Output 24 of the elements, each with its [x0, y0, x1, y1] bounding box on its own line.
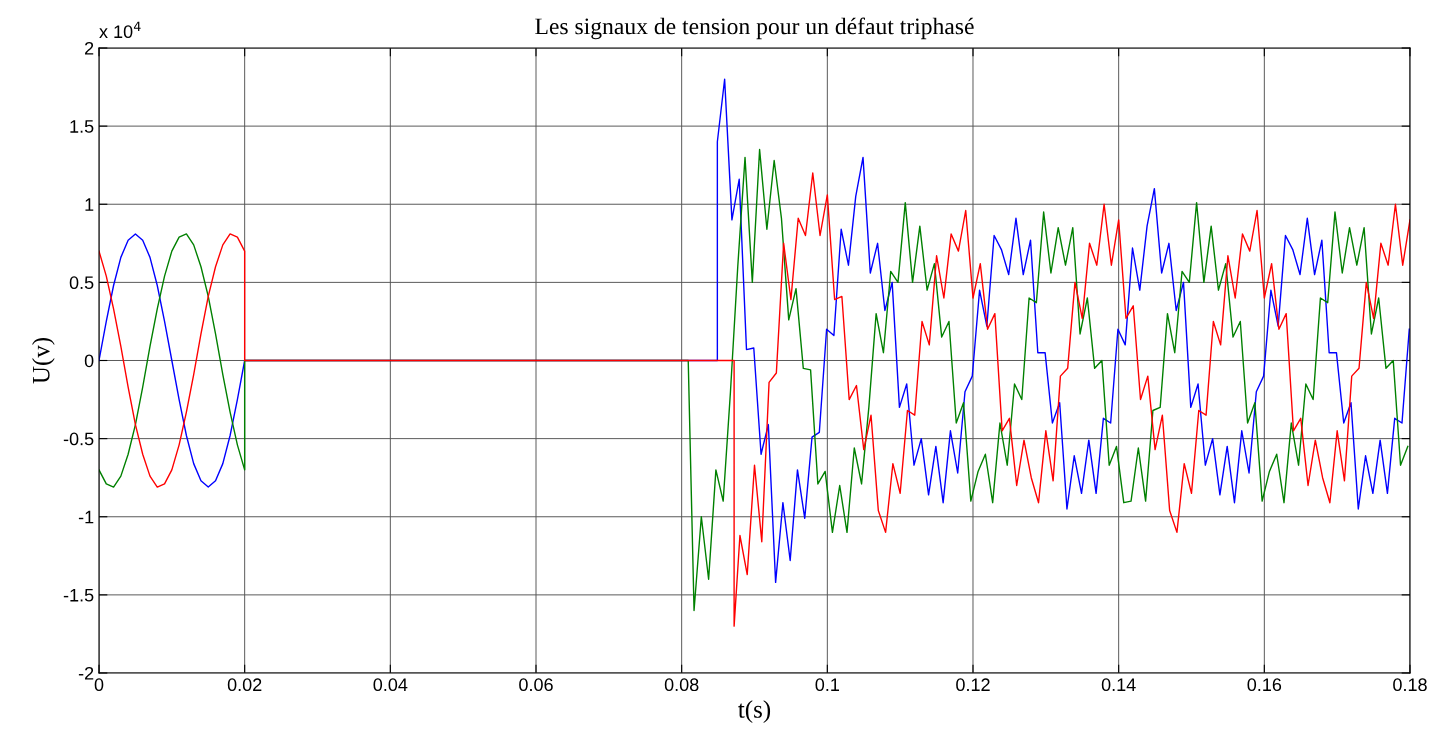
x-tick-label: 0.14	[1101, 678, 1136, 692]
y-axis-title: U(v)	[32, 338, 55, 384]
y-tick-label: -1	[78, 510, 94, 524]
y-tick-label: 2	[85, 41, 94, 55]
y-tick-label: -0.5	[63, 432, 94, 446]
x-tick-label: 0.06	[519, 678, 553, 692]
y-tick-label: 0.5	[69, 276, 94, 290]
chart-title: Les signaux de tension pour un défaut triphasé	[535, 17, 974, 40]
y-tick-label: 1	[85, 198, 94, 211]
x-tick-label: 0.12	[956, 678, 990, 692]
text: x 10$^{4}$	[99, 21, 141, 39]
y-tick-label: -1.5	[63, 589, 94, 602]
y-tick-label: 1.5	[70, 120, 94, 133]
y-tick-label: -2	[78, 666, 94, 680]
x-tick-label: 0.02	[227, 678, 262, 692]
x-tick-label: 0.18	[1393, 678, 1427, 692]
x-tick-label: 0.08	[664, 678, 699, 692]
x-tick-label: 0.04	[373, 678, 408, 692]
x-tick-label: 0	[94, 678, 104, 692]
x-tick-label: 0.16	[1247, 678, 1282, 692]
line-series	[99, 78, 1410, 584]
y-tick-label: 0	[84, 354, 94, 368]
x-tick-label: 0.1	[815, 678, 839, 692]
x-axis-title: t(s)	[738, 700, 771, 723]
